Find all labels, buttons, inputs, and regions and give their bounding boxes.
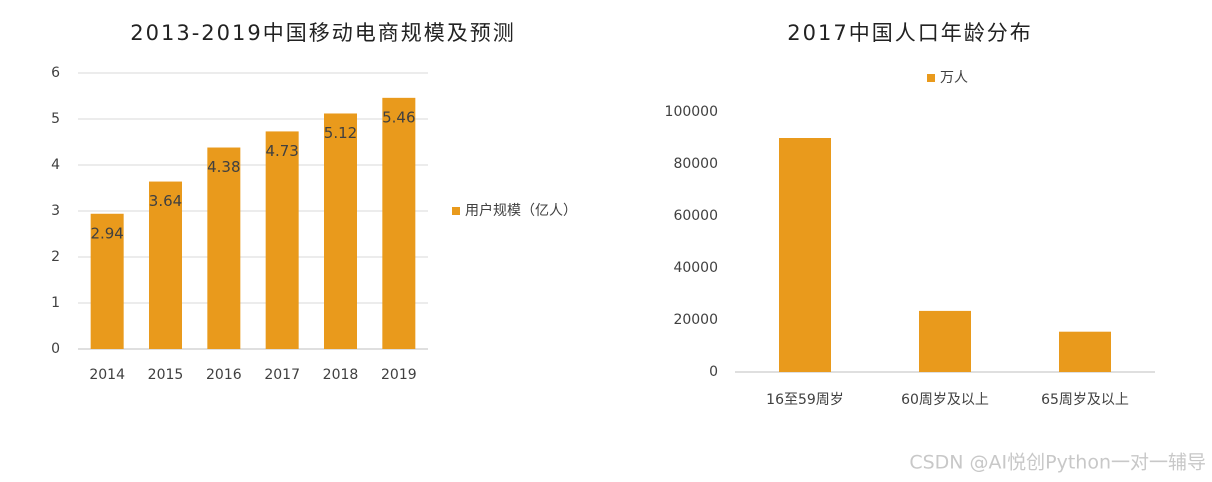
x-tick-label: 2015 [148, 367, 184, 383]
data-label: 5.46 [382, 108, 415, 126]
y-tick-label: 4 [51, 157, 60, 173]
bar [382, 97, 416, 349]
data-label: 4.73 [265, 142, 298, 160]
x-tick-label: 2014 [89, 367, 125, 383]
chart-title: 2013-2019中国移动电商规模及预测 [130, 21, 515, 45]
data-label: 2.94 [90, 224, 123, 242]
y-tick-label: 100000 [665, 104, 718, 120]
bar [149, 181, 182, 349]
x-tick-label: 2017 [264, 367, 300, 383]
y-tick-label: 5 [51, 111, 60, 127]
data-label: 5.12 [324, 124, 357, 142]
x-tick-label: 60周岁及以上 [901, 392, 989, 408]
bar [324, 113, 357, 349]
data-label: 3.64 [149, 192, 182, 210]
x-tick-label: 16至59周岁 [766, 392, 844, 408]
y-tick-label: 2 [51, 249, 60, 265]
y-tick-label: 0 [51, 341, 60, 357]
watermark: CSDN @AI悦创Python一对一辅导 [909, 452, 1206, 474]
y-tick-label: 80000 [673, 156, 718, 172]
legend-swatch [452, 207, 460, 215]
y-tick-label: 3 [51, 203, 60, 219]
x-tick-label: 2016 [206, 367, 242, 383]
data-label: 4.38 [207, 158, 240, 176]
legend-label: 用户规模（亿人） [465, 202, 577, 219]
y-tick-label: 60000 [673, 208, 718, 224]
y-tick-label: 6 [51, 65, 60, 81]
x-tick-label: 2019 [381, 367, 417, 383]
bar [207, 147, 241, 349]
legend-label: 万人 [940, 70, 968, 86]
x-tick-label: 2018 [323, 367, 359, 383]
chart-title: 2017中国人口年龄分布 [787, 21, 1032, 45]
bar [1059, 331, 1111, 372]
bar [919, 310, 971, 372]
y-tick-label: 40000 [673, 260, 718, 276]
y-tick-label: 20000 [673, 312, 718, 328]
bar [90, 213, 124, 349]
bar [779, 138, 831, 372]
y-tick-label: 1 [51, 295, 60, 311]
y-tick-label: 0 [709, 364, 718, 380]
x-tick-label: 65周岁及以上 [1041, 392, 1129, 408]
legend-swatch [927, 74, 935, 82]
bar [265, 131, 299, 349]
